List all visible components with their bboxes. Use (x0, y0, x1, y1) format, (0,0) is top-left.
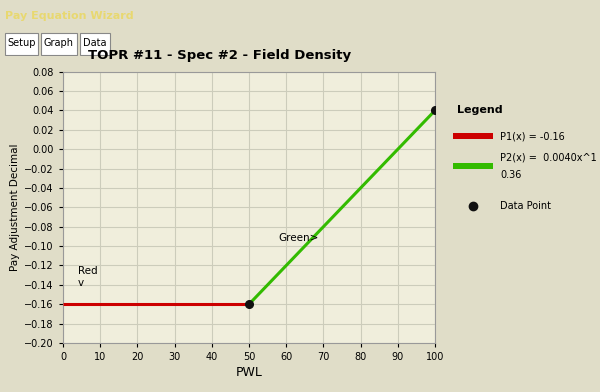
Text: Data: Data (83, 38, 107, 48)
FancyBboxPatch shape (5, 33, 38, 55)
Text: Red
v: Red v (78, 266, 98, 288)
Text: Legend: Legend (457, 105, 503, 115)
FancyBboxPatch shape (41, 33, 77, 55)
Text: 0.36: 0.36 (500, 170, 522, 180)
Text: P2(x) =  0.0040x^1 -: P2(x) = 0.0040x^1 - (500, 152, 600, 162)
Text: Graph: Graph (44, 38, 74, 48)
Y-axis label: Pay Adjustment Decimal: Pay Adjustment Decimal (10, 143, 20, 271)
Text: Green>: Green> (279, 233, 319, 243)
Bar (453, 163, 493, 169)
Text: Data Point: Data Point (500, 201, 551, 211)
Text: TOPR #11 - Spec #2 - Field Density: TOPR #11 - Spec #2 - Field Density (88, 49, 351, 62)
Text: Pay Equation Wizard: Pay Equation Wizard (5, 11, 133, 21)
Text: P1(x) = -0.16: P1(x) = -0.16 (500, 131, 565, 141)
FancyBboxPatch shape (80, 33, 110, 55)
Text: Setup: Setup (7, 38, 35, 48)
Bar (453, 133, 493, 139)
X-axis label: PWL: PWL (236, 366, 262, 379)
